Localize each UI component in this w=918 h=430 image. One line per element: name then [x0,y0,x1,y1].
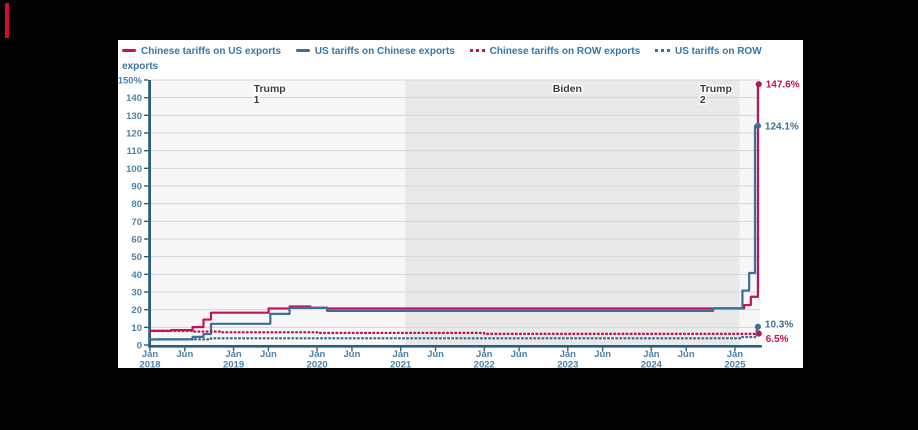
y-tick-label: 130 [126,111,142,122]
y-tick-label: 90 [131,182,142,193]
y-tick-label: 10 [131,323,142,334]
y-axis [148,80,151,348]
era-label-trump-1: Trump [254,83,286,95]
y-tick-label: 30 [131,288,142,299]
y-tick-label: 150% [118,76,143,87]
chart-legend: Chinese tariffs on US exports US tariffs… [122,44,796,74]
x-tick-year-label: 2018 [139,360,160,369]
y-tick-label: 100 [126,164,142,175]
y-tick-label: 120 [126,129,142,140]
era-band-biden [405,80,740,345]
legend-item-us-tariffs-on-chinese[interactable]: US tariffs on Chinese exports [295,46,455,57]
legend-item-label: US tariffs on ROW exports [122,46,762,72]
x-tick-year-label: 2022 [474,360,495,369]
x-tick-label: Jun [176,349,193,360]
x-tick-year-label: 2024 [641,360,663,369]
end-dot [754,122,762,129]
red-solid-line-swatch [122,49,136,52]
x-tick-label: Jun [594,349,611,360]
piie-logo-mark [5,3,9,38]
y-tick-label: 50 [131,252,142,263]
era-band-trump-1 [150,80,406,345]
legend-item-chinese-tariffs-on-row[interactable]: Chinese tariffs on ROW exports [469,46,641,57]
x-tick-year-label: 2021 [390,360,412,369]
y-tick-label: 60 [131,235,142,246]
y-tick-label: 70 [131,217,142,228]
series-line-us-tariffs-on-row-exports [148,325,760,341]
x-tick-label: Jan [560,349,577,360]
y-tick-label: 0 [137,341,142,352]
x-axis [148,345,762,348]
era-label-trump-2: Trump [700,83,732,95]
end-dot [754,323,762,330]
era-label-trump-2: 2 [700,94,706,106]
x-tick-label: Jun [511,349,528,360]
x-tick-year-label: 2020 [307,360,328,369]
blue-solid-line-swatch [295,49,310,52]
era-label-trump-1: 1 [254,94,260,106]
x-tick-label: Jan [476,349,493,360]
end-value-label: 10.3% [765,319,793,330]
end-value-label: 147.6% [766,80,800,91]
legend-item-us-tariffs-on-row[interactable]: US tariffs on ROW exports [122,46,762,72]
y-tick-label: 110 [127,146,142,157]
end-value-label: 124.1% [765,121,799,132]
end-dot [755,81,762,88]
x-tick-label: Jan [727,349,744,360]
chart-card: Chinese tariffs on US exports US tariffs… [118,40,803,368]
x-tick-label: Jun [344,349,361,360]
legend-item-chinese-tariffs-on-us[interactable]: Chinese tariffs on US exports [122,46,281,57]
x-tick-label: Jun [427,349,444,360]
era-label-biden: Biden [553,83,582,95]
x-tick-label: Jan [142,349,159,360]
y-tick-label: 80 [131,199,142,210]
y-tick-label: 40 [131,270,142,281]
y-tick-label: 20 [131,305,142,316]
x-tick-year-label: 2023 [557,360,578,369]
x-tick-label: Jan [309,349,326,360]
legend-item-label: Chinese tariffs on ROW exports [489,46,641,57]
x-tick-year-label: 2025 [724,360,746,369]
x-tick-label: Jan [392,349,409,360]
y-tick-label: 140 [126,93,142,104]
x-tick-year-label: 2019 [223,360,244,369]
x-tick-label: Jan [643,349,660,360]
x-tick-label: Jun [260,349,277,360]
end-value-label: 6.5% [766,334,789,345]
x-tick-label: Jan [225,349,242,360]
x-tick-label: Jun [678,349,695,360]
legend-item-label: Chinese tariffs on US exports [141,46,282,57]
series-line-us-tariffs-on-chinese-exports [150,124,758,341]
red-dotted-line-swatch [469,49,485,52]
blue-dotted-line-swatch [654,49,670,52]
legend-item-label: US tariffs on Chinese exports [314,46,455,57]
